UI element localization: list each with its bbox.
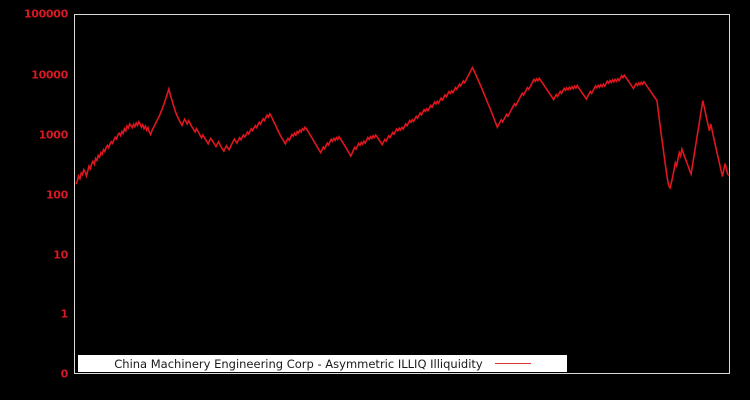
y-tick-label: 10 <box>53 248 68 262</box>
plot-area <box>74 14 730 374</box>
y-tick-label: 100 <box>45 188 68 202</box>
legend-line-sample <box>494 363 531 364</box>
y-tick-label: 1 <box>60 307 69 321</box>
y-tick-label: 1000 <box>38 128 69 142</box>
y-tick-label: 0 <box>60 367 69 381</box>
y-tick-label: 100000 <box>23 7 68 21</box>
legend[interactable]: China Machinery Engineering Corp - Asymm… <box>78 355 567 372</box>
legend-label: China Machinery Engineering Corp - Asymm… <box>114 356 483 371</box>
y-tick-label: 10000 <box>31 68 68 82</box>
